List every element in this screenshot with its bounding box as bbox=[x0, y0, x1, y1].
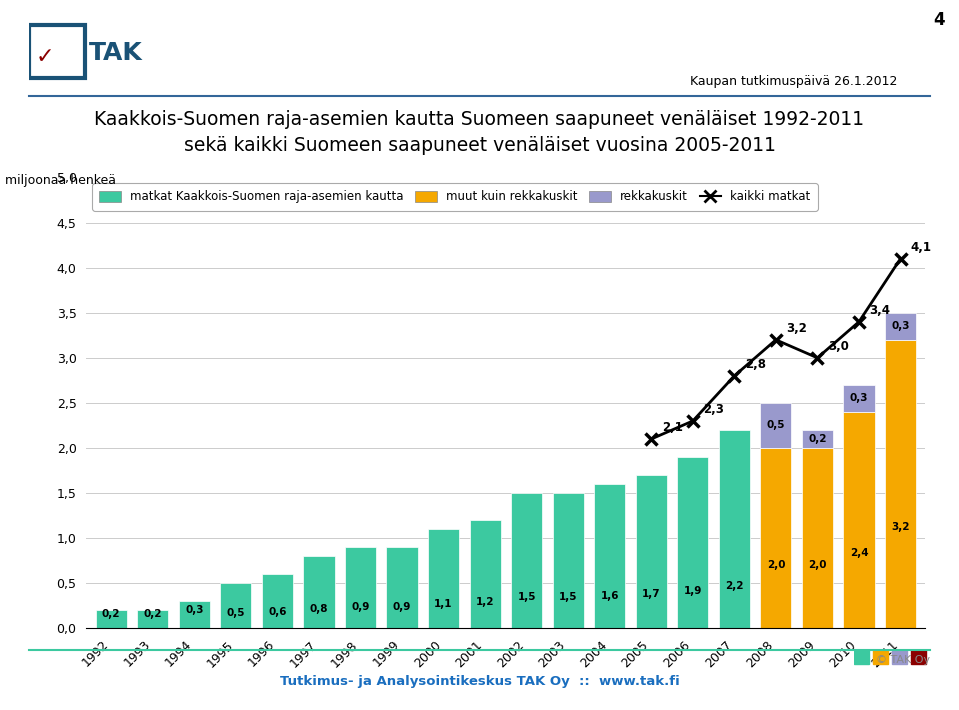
Text: 2,0: 2,0 bbox=[766, 560, 785, 570]
Text: 1,2: 1,2 bbox=[476, 597, 494, 607]
Text: 1,5: 1,5 bbox=[559, 592, 577, 602]
Text: 1,5: 1,5 bbox=[518, 592, 536, 602]
Text: sekä kaikki Suomeen saapuneet venäläiset vuosina 2005-2011: sekä kaikki Suomeen saapuneet venäläiset… bbox=[183, 136, 776, 155]
Bar bbox=[303, 556, 335, 628]
Bar bbox=[760, 403, 791, 448]
Text: 1,7: 1,7 bbox=[642, 589, 661, 599]
Text: 3,4: 3,4 bbox=[870, 305, 890, 317]
Text: 0,6: 0,6 bbox=[269, 607, 287, 617]
Text: 1,1: 1,1 bbox=[434, 599, 453, 608]
Bar bbox=[854, 650, 869, 664]
Bar bbox=[178, 601, 210, 628]
Bar bbox=[137, 611, 169, 628]
Bar bbox=[802, 448, 833, 628]
Bar bbox=[428, 529, 459, 628]
Text: © TAK Oy: © TAK Oy bbox=[877, 655, 930, 665]
Text: 3,0: 3,0 bbox=[828, 340, 849, 354]
Text: miljoonaa henkeä: miljoonaa henkeä bbox=[5, 174, 116, 187]
Text: 4,1: 4,1 bbox=[911, 241, 932, 254]
Bar bbox=[873, 650, 888, 664]
Text: TAK: TAK bbox=[89, 41, 143, 65]
Bar bbox=[911, 650, 926, 664]
Text: Tutkimus- ja Analysointikeskus TAK Oy  ::  www.tak.fi: Tutkimus- ja Analysointikeskus TAK Oy ::… bbox=[280, 675, 679, 688]
Bar bbox=[470, 520, 501, 628]
Text: 2,1: 2,1 bbox=[662, 422, 683, 435]
Text: 3,2: 3,2 bbox=[891, 523, 910, 532]
Text: 0,9: 0,9 bbox=[351, 602, 369, 612]
Bar bbox=[843, 412, 875, 628]
Text: 0,3: 0,3 bbox=[185, 605, 203, 615]
Text: 2,8: 2,8 bbox=[745, 359, 765, 371]
Legend: matkat Kaakkois-Suomen raja-asemien kautta, muut kuin rekkakuskit, rekkakuskit, : matkat Kaakkois-Suomen raja-asemien kaut… bbox=[92, 183, 818, 211]
Text: 0,3: 0,3 bbox=[850, 393, 868, 403]
Text: 2,4: 2,4 bbox=[850, 547, 868, 557]
Text: 1,6: 1,6 bbox=[600, 591, 619, 601]
Bar bbox=[802, 430, 833, 448]
Text: 0,3: 0,3 bbox=[891, 322, 910, 332]
Bar bbox=[718, 430, 750, 628]
Bar bbox=[595, 484, 625, 628]
Bar bbox=[636, 475, 667, 628]
Text: 0,2: 0,2 bbox=[102, 609, 121, 619]
Bar bbox=[96, 611, 127, 628]
Text: 0,9: 0,9 bbox=[393, 602, 411, 612]
Text: 0,5: 0,5 bbox=[766, 420, 785, 430]
Text: 1,9: 1,9 bbox=[684, 586, 702, 596]
Bar bbox=[262, 574, 293, 628]
Bar bbox=[885, 312, 916, 340]
Text: 0,8: 0,8 bbox=[310, 604, 328, 613]
Bar bbox=[221, 584, 251, 628]
Text: 0,5: 0,5 bbox=[226, 608, 246, 618]
Text: 3,2: 3,2 bbox=[786, 322, 807, 335]
Bar bbox=[552, 493, 584, 628]
Text: 2,3: 2,3 bbox=[703, 403, 724, 417]
Bar bbox=[345, 547, 376, 628]
Bar bbox=[892, 650, 907, 664]
Text: 2,0: 2,0 bbox=[808, 560, 827, 570]
Text: Kaupan tutkimuspäivä 26.1.2012: Kaupan tutkimuspäivä 26.1.2012 bbox=[690, 75, 898, 87]
Bar bbox=[386, 547, 417, 628]
Text: ✓: ✓ bbox=[35, 47, 54, 67]
Text: Kaakkois-Suomen raja-asemien kautta Suomeen saapuneet venäläiset 1992-2011: Kaakkois-Suomen raja-asemien kautta Suom… bbox=[94, 110, 865, 129]
Bar bbox=[511, 493, 542, 628]
Bar bbox=[760, 448, 791, 628]
Text: 0,2: 0,2 bbox=[808, 434, 827, 444]
Text: 0,2: 0,2 bbox=[144, 609, 162, 619]
Bar bbox=[677, 457, 709, 628]
Text: 2,2: 2,2 bbox=[725, 581, 743, 591]
Bar bbox=[843, 385, 875, 412]
Bar bbox=[885, 340, 916, 628]
Bar bbox=[29, 25, 85, 78]
Text: 4: 4 bbox=[933, 11, 945, 28]
